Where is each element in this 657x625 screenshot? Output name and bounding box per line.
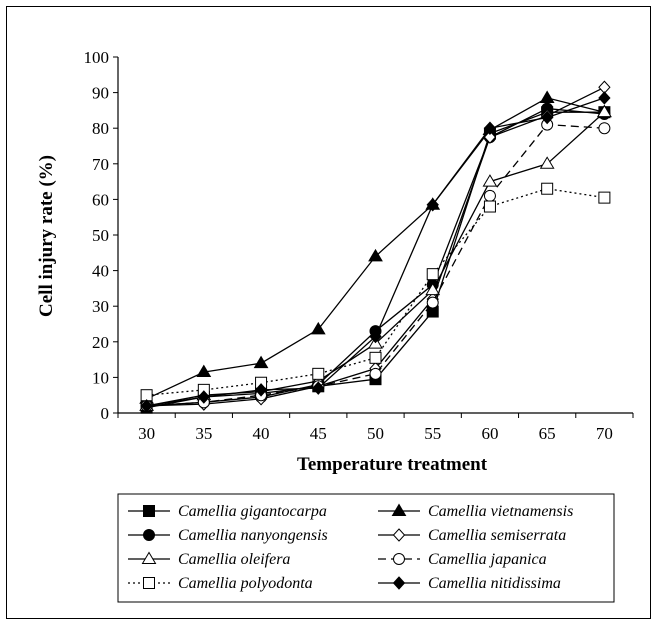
- legend-item: Camellia japanica: [378, 551, 547, 568]
- legend-item: Camellia nanyongensis: [128, 527, 328, 544]
- x-tick-label: 30: [138, 424, 155, 443]
- data-point: [483, 189, 496, 202]
- legend-label: Camellia vietnamensis: [428, 503, 573, 520]
- x-tick-label: 50: [367, 424, 384, 443]
- x-tick-label: 70: [596, 424, 613, 443]
- data-point: [369, 351, 382, 364]
- legend: Camellia gigantocarpa Camellia vietnamens…: [117, 493, 615, 603]
- legend-marker: [143, 529, 155, 541]
- data-point: [598, 191, 611, 204]
- data-point: [140, 389, 153, 402]
- data-point: [369, 329, 382, 344]
- data-point: [312, 381, 325, 395]
- legend-label: Camellia japanica: [428, 551, 547, 568]
- data-point: [253, 355, 269, 369]
- data-point: [482, 174, 498, 187]
- y-axis-title: Cell injury rate (%): [36, 155, 57, 317]
- y-tick-label: 70: [92, 155, 109, 174]
- legend-marker: [141, 551, 157, 564]
- y-tick-label: 30: [92, 297, 109, 316]
- series-8: [140, 91, 611, 413]
- data-point: [310, 321, 326, 335]
- y-tick-label: 80: [92, 119, 109, 138]
- legend-marker: [143, 505, 155, 517]
- legend-marker: [143, 577, 155, 589]
- y-tick-label: 100: [84, 48, 110, 67]
- series-layer: [139, 80, 612, 414]
- data-point: [483, 121, 497, 135]
- legend-marker: [393, 553, 405, 565]
- legend-label: Camellia semiserrata: [428, 527, 566, 544]
- legend-marker: [392, 576, 406, 590]
- data-point: [483, 200, 496, 213]
- x-tick-label: 35: [195, 424, 212, 443]
- x-tick-label: 65: [539, 424, 556, 443]
- y-tick-label: 90: [92, 84, 109, 103]
- legend-label: Camellia nanyongensis: [178, 527, 328, 544]
- data-point: [541, 182, 554, 195]
- series-line: [146, 188, 605, 396]
- data-point: [598, 122, 611, 135]
- data-point: [369, 367, 382, 380]
- y-tick-label: 0: [101, 404, 110, 423]
- data-point: [483, 130, 497, 144]
- data-point: [312, 367, 325, 380]
- data-point: [426, 198, 439, 212]
- x-tick-label: 45: [310, 424, 327, 443]
- data-point: [426, 296, 439, 309]
- x-tick-label: 60: [481, 424, 498, 443]
- x-axis-title: Temperature treatment: [297, 454, 488, 475]
- legend-item: Camellia polyodonta: [128, 575, 313, 592]
- legend-label: Camellia polyodonta: [178, 575, 313, 592]
- legend-item: Camellia oleifera: [128, 551, 290, 568]
- data-point: [597, 104, 612, 118]
- legend-box: [117, 493, 615, 603]
- x-tick-label: 55: [424, 424, 441, 443]
- axes: 0 10 20 30 40 50 60 70 80 90 100 30 35 40 45 50 55 60 65 70: [84, 48, 634, 443]
- series-7: [140, 182, 611, 402]
- y-tick-label: 50: [92, 226, 109, 245]
- data-point: [425, 282, 441, 296]
- data-point: [140, 399, 153, 413]
- data-point: [539, 156, 555, 169]
- data-point: [254, 383, 268, 397]
- data-point: [426, 268, 439, 281]
- legend-item: Camellia gigantocarpa: [128, 503, 327, 520]
- legend-item: Camellia semiserrata: [378, 527, 566, 544]
- legend-marker: [392, 528, 406, 542]
- data-point: [197, 390, 211, 404]
- legend-label: Camellia nitidissima: [428, 575, 561, 592]
- legend-label: Camellia oleifera: [178, 551, 290, 568]
- legend-marker: [391, 503, 407, 516]
- y-tick-label: 10: [92, 368, 109, 387]
- data-point: [196, 364, 212, 378]
- data-point: [368, 248, 383, 262]
- legend-item: Camellia nitidissima: [378, 575, 561, 592]
- legend-item: Camellia vietnamensis: [378, 503, 573, 520]
- data-point: [540, 110, 554, 125]
- y-tick-label: 20: [92, 333, 109, 352]
- y-tick-label: 60: [92, 190, 109, 209]
- data-point: [598, 91, 611, 105]
- y-tick-label: 40: [92, 262, 109, 281]
- data-point: [539, 90, 555, 103]
- x-tick-label: 40: [253, 424, 270, 443]
- legend-label: Camellia gigantocarpa: [178, 503, 327, 520]
